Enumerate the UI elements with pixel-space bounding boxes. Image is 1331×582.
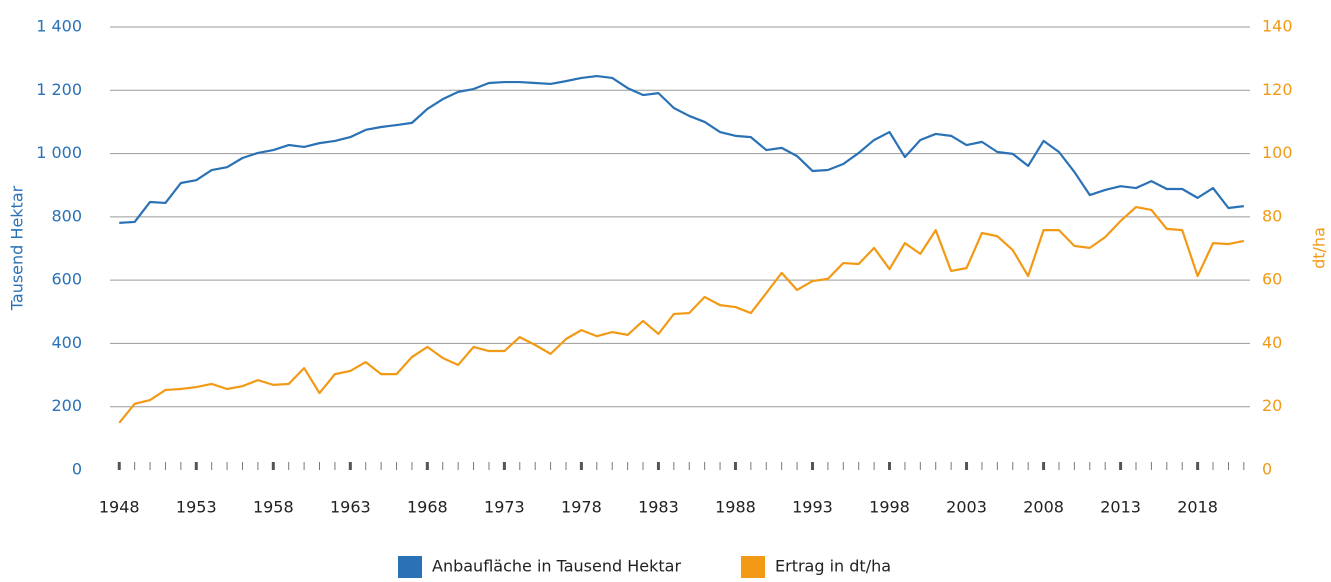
x-tick-label: 1998 [869, 498, 910, 517]
legend-swatch [398, 556, 422, 578]
y-tick-label: 0 [72, 460, 82, 479]
x-tick-label: 1953 [176, 498, 217, 517]
line-series [119, 74, 1244, 224]
x-tick-label: 2013 [1100, 498, 1141, 517]
y-tick-label: 400 [51, 333, 82, 352]
y-tick-label: 1 000 [36, 143, 82, 162]
x-tick-label: 1978 [561, 498, 602, 517]
y-tick-label: 1 200 [36, 80, 82, 99]
x-tick-label: 1973 [484, 498, 525, 517]
y-tick-label: 1 400 [36, 17, 82, 36]
x-tick-label: 2018 [1177, 498, 1218, 517]
x-tick-label: 2008 [1023, 498, 1064, 517]
x-tick-label: 1963 [330, 498, 371, 517]
y-tick-label: 800 [51, 206, 82, 225]
y2-tick-label: 100 [1262, 143, 1293, 162]
y2-tick-label: 60 [1262, 270, 1282, 289]
legend-label: Anbaufläche in Tausend Hektar [432, 557, 681, 576]
legend-swatch [741, 556, 765, 578]
y2-tick-label: 0 [1262, 460, 1272, 479]
x-tick-label: 1968 [407, 498, 448, 517]
y-axis-title: Tausend Hektar [8, 185, 27, 311]
y2-tick-label: 20 [1262, 396, 1282, 415]
x-tick-label: 2003 [946, 498, 987, 517]
y2-tick-label: 40 [1262, 333, 1282, 352]
y2-tick-label: 140 [1262, 17, 1293, 36]
y2-axis-title: dt/ha [1310, 227, 1329, 269]
x-tick-label: 1948 [99, 498, 140, 517]
legend-label: Ertrag in dt/ha [775, 557, 891, 576]
x-tick-label: 1983 [638, 498, 679, 517]
line-series [118, 205, 1245, 424]
x-tick-label: 1988 [715, 498, 756, 517]
y2-tick-label: 80 [1262, 206, 1282, 225]
x-tick-label: 1993 [792, 498, 833, 517]
y-tick-label: 600 [51, 270, 82, 289]
y-tick-label: 200 [51, 396, 82, 415]
y2-tick-label: 120 [1262, 80, 1293, 99]
x-tick-label: 1958 [253, 498, 294, 517]
